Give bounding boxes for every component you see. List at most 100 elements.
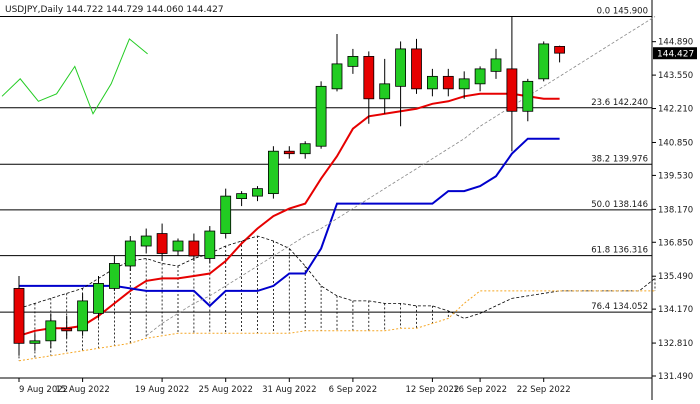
candle-body bbox=[363, 55, 375, 100]
candle-body bbox=[140, 235, 152, 247]
candle bbox=[426, 68, 438, 97]
axes: 144.890 143.550 142.210 140.850 139.530 138.1… bbox=[18, 38, 697, 395]
candle bbox=[442, 68, 454, 97]
candle bbox=[315, 81, 327, 149]
candle bbox=[172, 238, 184, 256]
candle bbox=[93, 275, 104, 319]
candle bbox=[124, 236, 136, 271]
candle bbox=[490, 48, 502, 79]
candle bbox=[61, 315, 73, 339]
candle bbox=[140, 228, 152, 254]
candle-body bbox=[13, 288, 25, 344]
fib-label: 50.0 138.146 bbox=[591, 200, 648, 210]
candle bbox=[299, 141, 311, 159]
x-tick-label: 16 Sep 2022 bbox=[453, 385, 507, 395]
y-tick-label: 139.530 bbox=[658, 171, 693, 181]
candle bbox=[458, 71, 470, 99]
candle-body bbox=[45, 320, 57, 342]
candle-body bbox=[315, 85, 327, 147]
candle-body bbox=[252, 188, 263, 197]
candle-body bbox=[347, 55, 359, 67]
y-tick-label: 134.170 bbox=[658, 305, 693, 315]
candle-body bbox=[538, 43, 550, 80]
candle bbox=[267, 146, 279, 199]
candle bbox=[538, 41, 550, 82]
series-line bbox=[18, 92, 560, 337]
y-tick-label: 143.550 bbox=[658, 71, 693, 81]
fib-label: 23.6 142.240 bbox=[591, 98, 648, 108]
series-line bbox=[1, 38, 148, 115]
candle bbox=[411, 38, 422, 94]
candle-body bbox=[93, 283, 104, 314]
series-line bbox=[145, 16, 656, 337]
x-tick-label: 9 Aug 2022 bbox=[19, 385, 68, 395]
candle-body bbox=[395, 48, 407, 87]
candle bbox=[363, 51, 375, 124]
candle bbox=[252, 186, 263, 202]
candle-body bbox=[77, 300, 88, 332]
candle-body bbox=[61, 327, 73, 332]
candle-body bbox=[156, 233, 168, 254]
candle-body bbox=[29, 340, 41, 344]
x-tick-label: 31 Aug 2022 bbox=[262, 385, 316, 395]
fib-label: 61.8 136.316 bbox=[591, 246, 648, 256]
y-tick-label: 140.850 bbox=[658, 138, 693, 148]
candle-body bbox=[109, 263, 120, 289]
candle bbox=[474, 66, 486, 92]
candle-body bbox=[299, 143, 311, 155]
candles bbox=[13, 16, 565, 356]
candle-body bbox=[283, 150, 295, 155]
candle bbox=[379, 58, 391, 114]
y-tick-label: 131.490 bbox=[658, 372, 693, 382]
candle bbox=[156, 223, 168, 261]
candle bbox=[109, 255, 120, 291]
candle-body bbox=[474, 68, 486, 85]
candle-body bbox=[188, 240, 200, 257]
candle bbox=[77, 293, 88, 336]
y-tick-label: 136.850 bbox=[658, 238, 693, 248]
candle-body bbox=[522, 80, 534, 112]
fib-label: 38.2 139.976 bbox=[591, 154, 648, 164]
chart-title: USDJPY,Daily 144.722 144.729 144.060 144… bbox=[5, 5, 224, 15]
y-tick-label: 142.210 bbox=[658, 105, 693, 115]
candle bbox=[395, 41, 407, 127]
candle-body bbox=[172, 240, 184, 252]
y-tick-label: 144.890 bbox=[658, 38, 693, 48]
x-tick-label: 12 Sep 2022 bbox=[405, 385, 459, 395]
candle bbox=[347, 48, 359, 74]
candle bbox=[188, 233, 200, 261]
y-tick-label: 135.490 bbox=[658, 272, 693, 282]
candle-body bbox=[426, 75, 438, 90]
candle bbox=[506, 16, 518, 152]
series-line bbox=[18, 290, 655, 362]
candle-body bbox=[442, 75, 454, 90]
candle bbox=[204, 226, 216, 264]
candle-body bbox=[124, 240, 136, 267]
candle-body bbox=[331, 63, 343, 90]
candle-body bbox=[204, 230, 216, 259]
candle-body bbox=[506, 68, 518, 112]
candle bbox=[522, 78, 534, 122]
x-tick-label: 19 Aug 2022 bbox=[135, 385, 189, 395]
candle bbox=[220, 188, 232, 239]
candle bbox=[13, 275, 25, 356]
x-tick-label: 6 Sep 2022 bbox=[329, 385, 377, 395]
candle-body bbox=[236, 193, 248, 200]
current-price-box bbox=[653, 47, 697, 60]
candle bbox=[45, 313, 57, 349]
candle-body bbox=[411, 48, 422, 90]
candle-body bbox=[554, 46, 565, 54]
fib-label: 0.0 145.900 bbox=[597, 6, 648, 16]
candle bbox=[331, 33, 343, 92]
y-tick-label: 138.170 bbox=[658, 205, 693, 215]
current-price-label: 144.427 bbox=[657, 50, 694, 60]
candle bbox=[554, 45, 565, 63]
candle-body bbox=[267, 150, 279, 195]
x-tick-label: 22 Sep 2022 bbox=[517, 385, 571, 395]
candle bbox=[236, 191, 248, 207]
x-tick-label: 25 Aug 2022 bbox=[198, 385, 252, 395]
candle-body bbox=[458, 78, 470, 90]
candle-body bbox=[379, 83, 391, 100]
